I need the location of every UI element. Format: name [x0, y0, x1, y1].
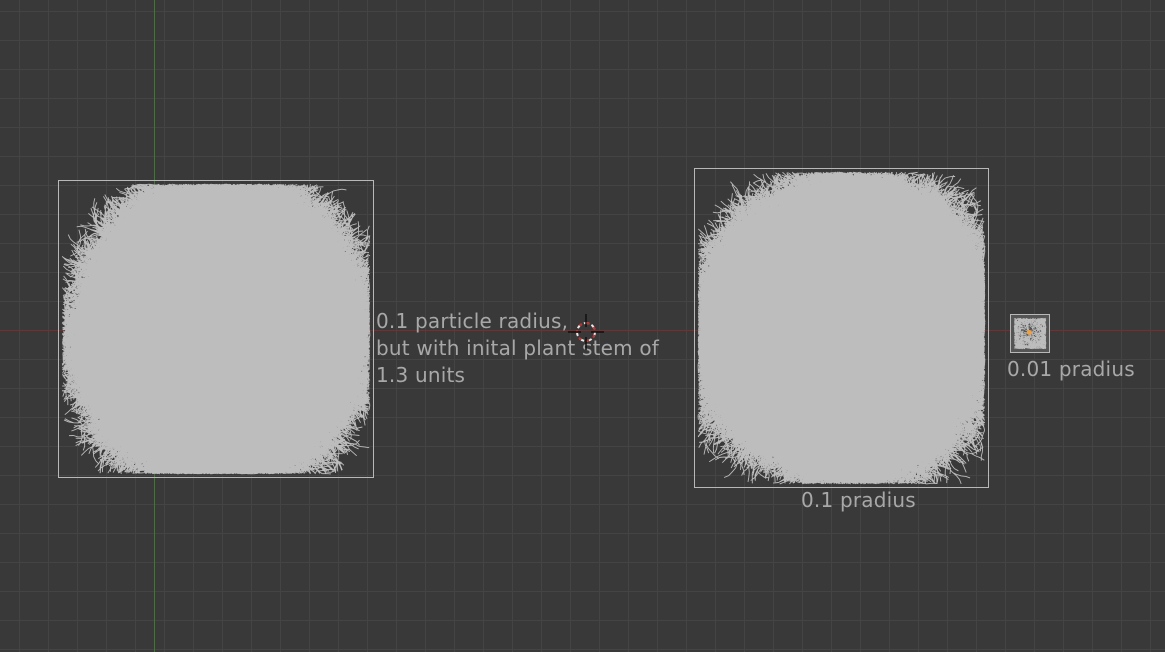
branch-path	[62, 184, 370, 474]
tree-left-label: 0.1 particle radius, but with inital pla…	[376, 308, 659, 389]
label-line: 0.01 pradius	[1007, 356, 1135, 383]
label-line: 0.1 particle radius,	[376, 308, 659, 335]
tree-right-label: 0.1 pradius	[801, 487, 916, 514]
label-line: 1.3 units	[376, 362, 659, 389]
tree-small-label: 0.01 pradius	[1007, 356, 1135, 383]
origin-dot	[1027, 330, 1032, 335]
label-line: but with inital plant stem of	[376, 335, 659, 362]
label-line: 0.1 pradius	[801, 487, 916, 514]
branch-path	[698, 172, 985, 484]
tree-right-object[interactable]	[694, 168, 989, 488]
3d-cursor-icon[interactable]	[568, 314, 604, 350]
tree-left-branches	[59, 181, 373, 477]
tree-left-object[interactable]	[58, 180, 374, 478]
tree-right-branches	[695, 169, 988, 487]
